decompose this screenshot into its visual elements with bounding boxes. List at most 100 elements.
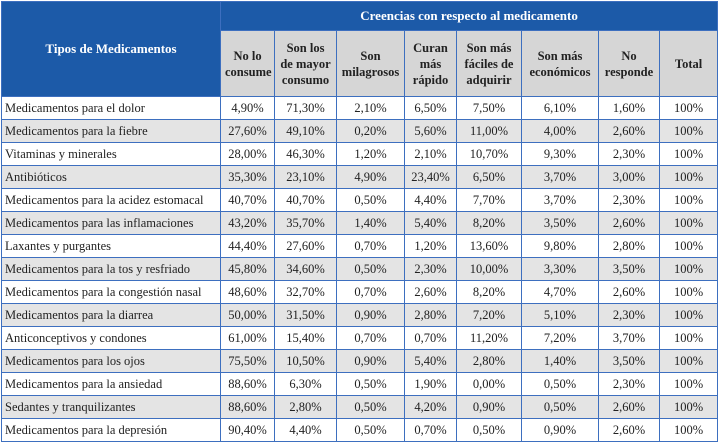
value-cell: 40,70% <box>220 188 275 212</box>
value-cell: 2,80% <box>404 303 457 327</box>
value-cell: 8,20% <box>456 280 522 304</box>
value-cell: 2,60% <box>598 280 660 304</box>
value-cell: 2,80% <box>456 349 522 373</box>
value-cell: 0,50% <box>521 372 599 396</box>
value-cell: 0,70% <box>404 418 457 442</box>
table-row: Medicamentos para la diarrea 50,00% 31,50%… <box>1 303 718 327</box>
value-cell: 6,30% <box>274 372 337 396</box>
column-header: No lo consume <box>220 30 275 97</box>
value-cell: 4,40% <box>404 188 457 212</box>
row-header: Tipos de Medicamentos <box>1 1 221 97</box>
value-cell: 100% <box>658 142 718 166</box>
value-cell: 100% <box>658 211 718 235</box>
value-cell: 6,10% <box>521 96 599 120</box>
value-cell: 6,50% <box>404 96 457 120</box>
medication-type-cell: Medicamentos para la ansiedad <box>1 372 221 396</box>
value-cell: 35,70% <box>274 211 337 235</box>
value-cell: 100% <box>658 165 718 189</box>
value-cell: 1,90% <box>404 372 457 396</box>
value-cell: 71,30% <box>274 96 337 120</box>
value-cell: 1,60% <box>598 96 660 120</box>
value-cell: 11,00% <box>456 119 522 143</box>
value-cell: 2,30% <box>598 188 660 212</box>
table-row: Medicamentos para la ansiedad 88,60% 6,30%… <box>1 372 718 396</box>
value-cell: 10,00% <box>456 257 522 281</box>
value-cell: 7,50% <box>456 96 522 120</box>
value-cell: 0,50% <box>336 372 405 396</box>
value-cell: 0,90% <box>521 418 599 442</box>
value-cell: 3,50% <box>598 349 660 373</box>
column-header: Son milagrosos <box>336 30 405 97</box>
value-cell: 100% <box>658 418 718 442</box>
value-cell: 2,60% <box>404 280 457 304</box>
value-cell: 61,00% <box>220 326 275 350</box>
value-cell: 4,40% <box>274 418 337 442</box>
table-row: Anticonceptivos y condones 61,00% 15,40% 0,… <box>1 326 718 350</box>
value-cell: 100% <box>658 257 718 281</box>
value-cell: 2,10% <box>336 96 405 120</box>
value-cell: 0,70% <box>336 280 405 304</box>
medication-type-cell: Medicamentos para los ojos <box>1 349 221 373</box>
column-header: Son los de mayor consumo <box>274 30 337 97</box>
value-cell: 11,20% <box>456 326 522 350</box>
value-cell: 5,10% <box>521 303 599 327</box>
medication-type-cell: Medicamentos para la congestión nasal <box>1 280 221 304</box>
value-cell: 2,10% <box>404 142 457 166</box>
value-cell: 23,40% <box>404 165 457 189</box>
value-cell: 90,40% <box>220 418 275 442</box>
value-cell: 4,20% <box>404 395 457 419</box>
value-cell: 2,60% <box>598 418 660 442</box>
table-row: Medicamentos para los ojos 75,50% 10,50% 0,… <box>1 349 718 373</box>
value-cell: 100% <box>658 188 718 212</box>
value-cell: 2,80% <box>274 395 337 419</box>
table-row: Medicamentos para la fiebre 27,60% 49,10% 0… <box>1 119 718 143</box>
value-cell: 27,60% <box>220 119 275 143</box>
value-cell: 0,50% <box>336 418 405 442</box>
value-cell: 2,30% <box>598 142 660 166</box>
value-cell: 3,50% <box>598 257 660 281</box>
table-row: Vitaminas y minerales 28,00% 46,30% 1,20% 2,… <box>1 142 718 166</box>
medication-type-cell: Vitaminas y minerales <box>1 142 221 166</box>
column-header: Total <box>658 30 718 97</box>
value-cell: 4,70% <box>521 280 599 304</box>
value-cell: 40,70% <box>274 188 337 212</box>
value-cell: 46,30% <box>274 142 337 166</box>
value-cell: 100% <box>658 395 718 419</box>
value-cell: 2,30% <box>598 303 660 327</box>
value-cell: 28,00% <box>220 142 275 166</box>
medication-type-cell: Medicamentos para el dolor <box>1 96 221 120</box>
table-row: Medicamentos para la tos y resfriado 45,8… <box>1 257 718 281</box>
medication-type-cell: Sedantes y tranquilizantes <box>1 395 221 419</box>
group-header: Creencias con respecto al medicamento <box>219 1 718 31</box>
value-cell: 100% <box>658 234 718 258</box>
value-cell: 5,60% <box>404 119 457 143</box>
value-cell: 43,20% <box>220 211 275 235</box>
value-cell: 2,30% <box>598 372 660 396</box>
value-cell: 0,50% <box>336 188 405 212</box>
value-cell: 31,50% <box>274 303 337 327</box>
value-cell: 3,30% <box>521 257 599 281</box>
value-cell: 7,70% <box>456 188 522 212</box>
value-cell: 9,30% <box>521 142 599 166</box>
value-cell: 1,20% <box>336 142 405 166</box>
value-cell: 0,90% <box>336 303 405 327</box>
medication-type-cell: Anticonceptivos y condones <box>1 326 221 350</box>
value-cell: 45,80% <box>220 257 275 281</box>
value-cell: 9,80% <box>521 234 599 258</box>
value-cell: 0,90% <box>456 395 522 419</box>
value-cell: 100% <box>658 326 718 350</box>
value-cell: 100% <box>658 96 718 120</box>
value-cell: 0,50% <box>456 418 522 442</box>
value-cell: 49,10% <box>274 119 337 143</box>
medication-type-cell: Medicamentos para la fiebre <box>1 119 221 143</box>
value-cell: 0,20% <box>336 119 405 143</box>
medication-type-cell: Medicamentos para la acidez estomacal <box>1 188 221 212</box>
value-cell: 0,70% <box>336 326 405 350</box>
medication-type-cell: Medicamentos para la diarrea <box>1 303 221 327</box>
value-cell: 13,60% <box>456 234 522 258</box>
value-cell: 100% <box>658 372 718 396</box>
value-cell: 1,40% <box>336 211 405 235</box>
value-cell: 3,00% <box>598 165 660 189</box>
column-header: No responde <box>598 30 660 97</box>
value-cell: 23,10% <box>274 165 337 189</box>
